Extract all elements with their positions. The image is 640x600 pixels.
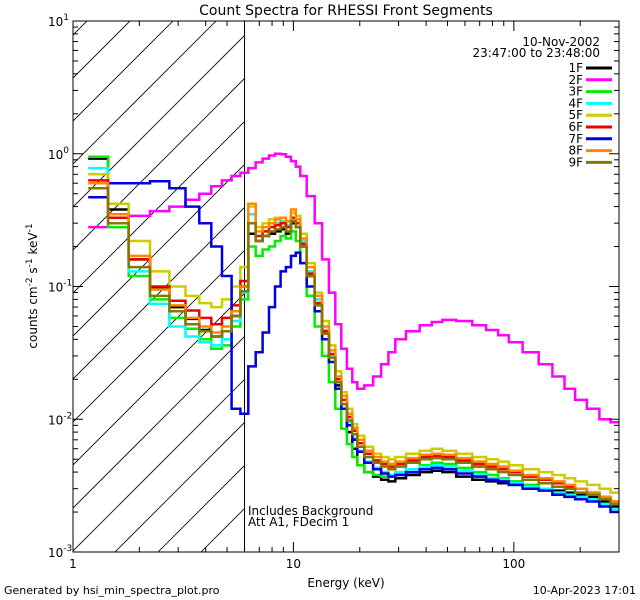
legend-label-4F: 4F — [568, 96, 583, 110]
generated-by-label: Generated by hsi_min_spectra_plot.pro — [4, 584, 220, 597]
y-tick-label: 10-1 — [48, 279, 72, 295]
legend-label-2F: 2F — [568, 73, 583, 87]
chart-title: Count Spectra for RHESSI Front Segments — [199, 3, 493, 19]
legend-label-5F: 5F — [568, 108, 583, 122]
series-layer — [88, 152, 619, 514]
y-axis-label: counts cm-2 s-1 keV-1 — [25, 223, 40, 348]
y-tick-label: 100 — [48, 146, 69, 162]
y-tick-label: 10-3 — [48, 544, 72, 560]
annotation-background: Includes Background — [248, 504, 373, 518]
y-tick-label: 101 — [48, 13, 69, 29]
axis-ticks: 1 10 100 10-3 10-2 10-1 100 101 — [48, 13, 620, 571]
timestamp-label: 10-Apr-2023 17:01 — [533, 584, 636, 597]
annotation-attenuator: Att A1, FDecim 1 — [248, 515, 349, 529]
legend-label-9F: 9F — [568, 155, 583, 169]
x-tick-label: 10 — [286, 557, 301, 571]
legend-label-8F: 8F — [568, 144, 583, 158]
series-2F — [88, 152, 619, 424]
series-9F — [88, 186, 619, 506]
legend-label-3F: 3F — [568, 85, 583, 99]
legend-label-6F: 6F — [568, 120, 583, 134]
time-range-label: 23:47:00 to 23:48:00 — [473, 46, 600, 60]
x-tick-label: 1 — [69, 557, 77, 571]
x-tick-label: 100 — [502, 557, 525, 571]
legend-label-7F: 7F — [568, 132, 583, 146]
y-tick-label: 10-2 — [48, 411, 72, 427]
x-axis-label: Energy (keV) — [307, 576, 384, 590]
date-label: 10-Nov-2002 — [522, 35, 600, 49]
series-7F — [88, 180, 619, 514]
legend-label-1F: 1F — [568, 61, 583, 75]
